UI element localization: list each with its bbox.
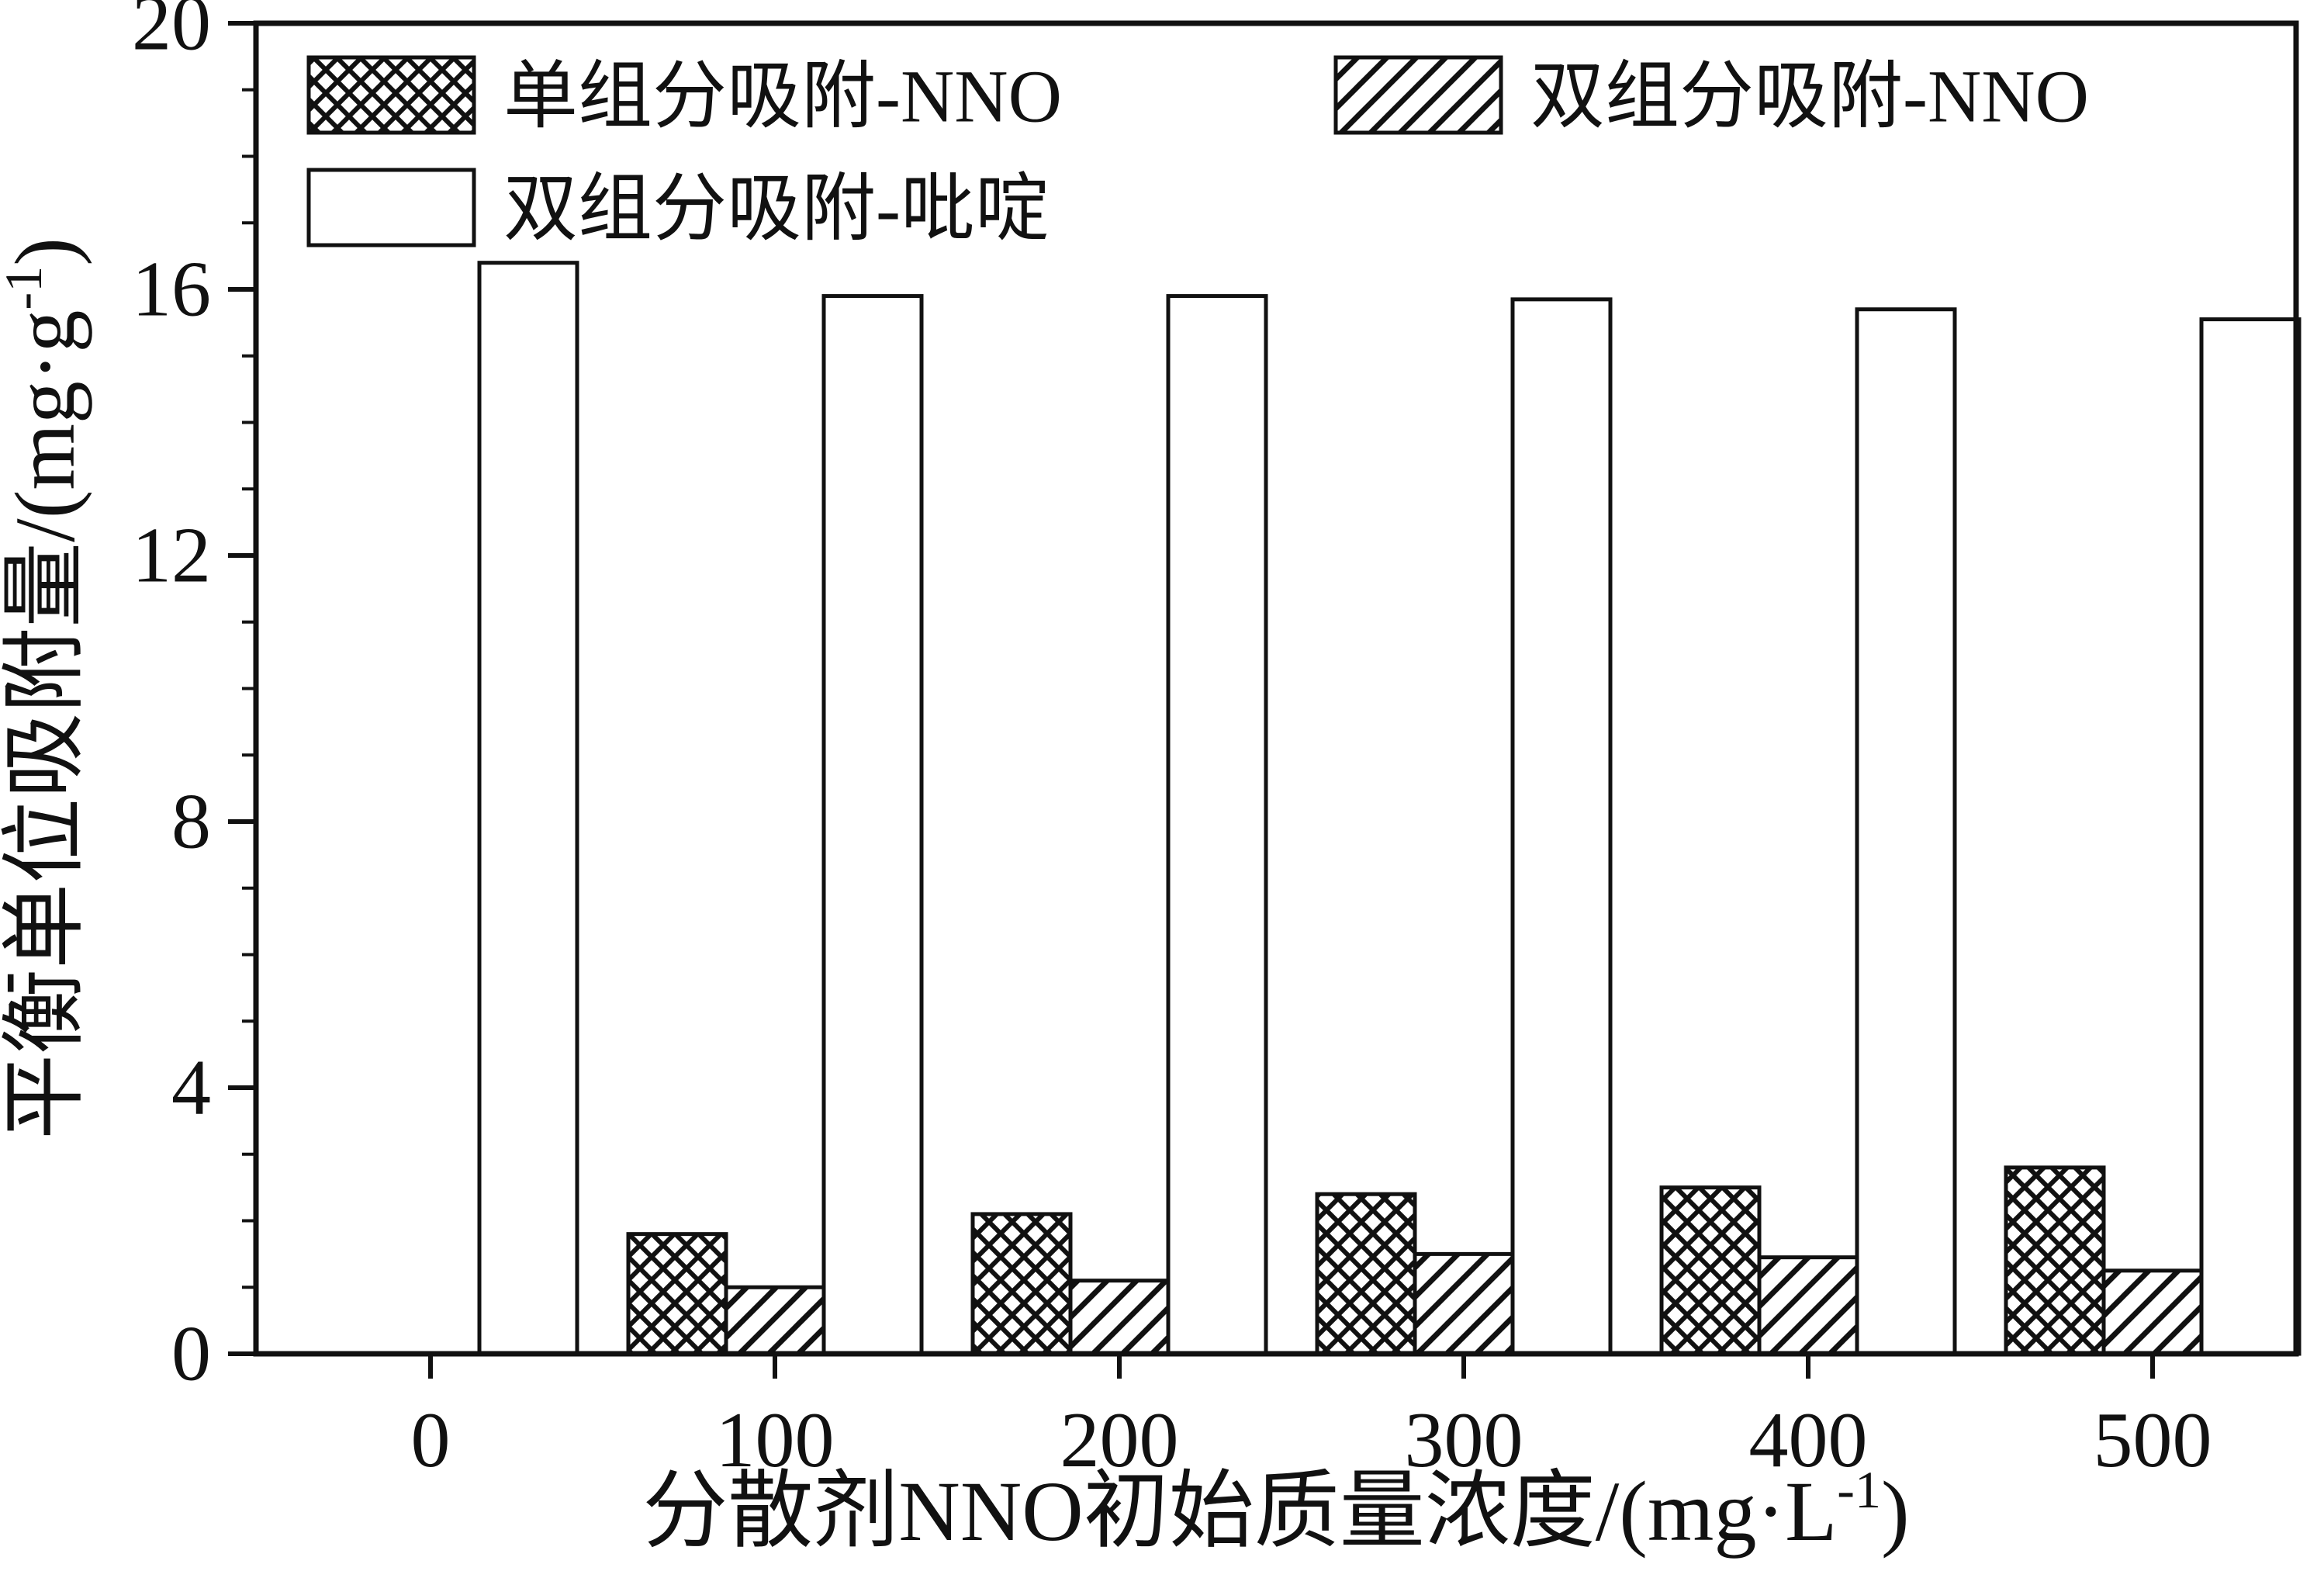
legend-swatch-0 xyxy=(306,55,476,135)
bar-s1-c400 xyxy=(1757,1255,1859,1356)
y-tick-label: 16 xyxy=(132,246,211,334)
y-tick-label: 8 xyxy=(171,778,211,866)
x-tick-label: 400 xyxy=(1749,1396,1868,1484)
bar-s1-c100 xyxy=(724,1285,826,1356)
x-tick-label: 500 xyxy=(2094,1396,2212,1484)
bar-s2-c100 xyxy=(821,294,924,1356)
bar-s1-c300 xyxy=(1413,1251,1515,1356)
bar-s0-c500 xyxy=(2004,1165,2106,1356)
y-axis-title: 平衡单位吸附量/(mg·g-1) xyxy=(0,237,92,1140)
legend-swatch-1 xyxy=(1333,55,1503,135)
bar-s1-c200 xyxy=(1068,1279,1171,1356)
bar-s0-c200 xyxy=(970,1212,1073,1356)
x-tick-label: 300 xyxy=(1405,1396,1523,1484)
x-axis-title: 分散剂NNO初始质量浓度/(mg·L-1) xyxy=(642,1460,1909,1559)
y-axis-group: 0 4 8 12 16 20 xyxy=(132,0,256,1398)
x-tick-label: 0 xyxy=(411,1396,451,1484)
x-tick-label: 100 xyxy=(716,1396,835,1484)
bar-s2-c0 xyxy=(477,261,579,1356)
bar-s0-c100 xyxy=(626,1232,728,1356)
bar-s0-c300 xyxy=(1315,1192,1417,1356)
y-tick-label: 0 xyxy=(171,1310,211,1398)
y-tick-label: 4 xyxy=(171,1044,211,1132)
y-tick-label: 20 xyxy=(132,0,211,67)
legend-label-2: 双组分吸附-吡啶 xyxy=(503,168,1050,251)
bar-s2-c200 xyxy=(1166,294,1268,1356)
x-axis-group: 0 100 200 300 400 500 xyxy=(411,1354,2212,1484)
legend-label-0: 单组分吸附-NNO xyxy=(503,55,1062,138)
bar-s2-c400 xyxy=(1855,307,1957,1356)
bar-s2-c300 xyxy=(1510,297,1613,1356)
legend-label-1: 双组分吸附-NNO xyxy=(1530,55,2089,138)
y-tick-label: 12 xyxy=(132,512,211,600)
legend-swatch-2 xyxy=(306,168,476,247)
bar-s0-c400 xyxy=(1659,1185,1762,1356)
bar-s2-c500 xyxy=(2199,317,2302,1356)
bars-group xyxy=(477,261,2302,1356)
legend: 单组分吸附-NNO 双组分吸附-NNO 双组分吸附-吡啶 xyxy=(306,55,2089,251)
x-tick-label: 200 xyxy=(1060,1396,1179,1484)
bar-s1-c500 xyxy=(2101,1268,2204,1356)
